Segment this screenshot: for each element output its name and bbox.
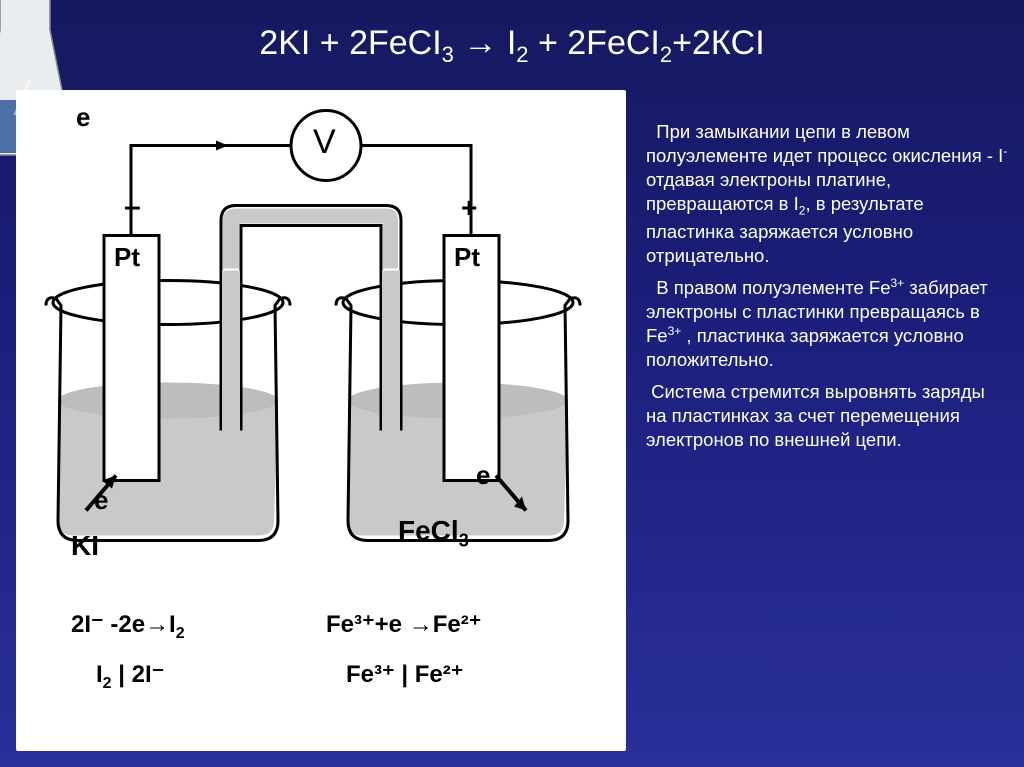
e-right-label: е (476, 460, 490, 491)
plus-sign: + (461, 192, 477, 224)
paragraph-2: В правом полуэлементе Fe3+ забирает элек… (646, 276, 1008, 373)
paragraph-1: При замыкании цепи в левом полуэлементе … (646, 120, 1008, 268)
eq-left-1: 2I⁻ -2e→I2 (71, 610, 185, 643)
minus-sign: – (124, 190, 141, 224)
fecl3-label: FeCl3 (398, 515, 469, 552)
explanation-text: При замыкании цепи в левом полуэлементе … (646, 90, 1008, 751)
pt-left-label: Pt (114, 242, 140, 273)
voltmeter-label: V (313, 123, 336, 162)
e-left-label: е (94, 485, 108, 516)
eq-right-1: Fe³⁺+e →Fe²⁺ (326, 610, 481, 639)
eq-right-2: Fe³⁺ | Fe²⁺ (346, 660, 463, 689)
electrochemical-diagram: е V – + Pt Pt е е KI FeCl3 2I⁻ -2e→I2 I2… (16, 90, 626, 751)
ki-label: KI (71, 530, 99, 562)
left-beaker (46, 236, 290, 541)
equation-title: 2KI + 2FeCI3 → I2 + 2FeCI2+2КCI (0, 24, 1024, 68)
right-beaker (336, 236, 580, 541)
electron-flow-label: е (76, 102, 90, 133)
eq-left-2: I2 | 2I⁻ (96, 660, 164, 693)
pt-right-label: Pt (454, 242, 480, 273)
paragraph-3: Система стремится выровнять заряды на пл… (646, 380, 1008, 452)
